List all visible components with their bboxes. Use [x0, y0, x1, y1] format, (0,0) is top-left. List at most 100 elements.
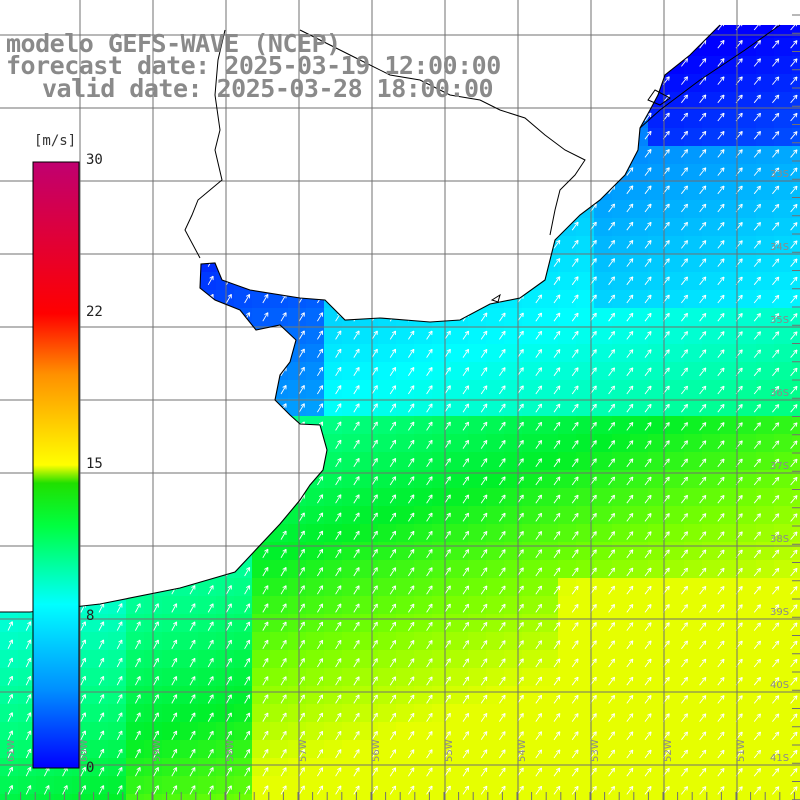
field-cell	[576, 344, 595, 363]
field-cell	[756, 434, 775, 453]
field-cell	[756, 560, 775, 579]
field-cell	[774, 758, 793, 777]
wind-arrow	[717, 149, 725, 158]
field-cell	[558, 506, 577, 525]
wind-arrow	[608, 385, 616, 395]
field-cell	[522, 686, 541, 705]
field-cell	[702, 380, 721, 399]
wind-arrow	[717, 367, 725, 377]
field-cell	[594, 758, 613, 777]
field-cell	[486, 794, 505, 800]
wind-arrow	[317, 403, 324, 413]
field-cell	[738, 668, 757, 687]
field-cell	[414, 452, 433, 471]
wind-arrow	[426, 421, 433, 431]
field-cell	[648, 290, 667, 309]
wind-arrow	[772, 331, 780, 340]
wind-arrow	[753, 258, 761, 267]
field-cell	[630, 470, 649, 489]
field-cell	[468, 668, 487, 687]
wind-arrow	[499, 330, 506, 340]
field-cell	[378, 398, 397, 417]
wind-arrow	[317, 348, 324, 358]
field-cell	[612, 758, 631, 777]
field-cell	[468, 560, 487, 579]
field-cell	[306, 362, 325, 381]
wind-arrow	[699, 294, 707, 304]
wind-arrow	[790, 367, 798, 377]
field-cell	[630, 452, 649, 471]
field-cell	[648, 596, 667, 615]
field-cell	[648, 164, 667, 183]
field-cell	[540, 362, 559, 381]
field-cell	[198, 650, 217, 669]
field-cell	[0, 740, 19, 759]
field-cell	[648, 524, 667, 543]
wind-arrow	[480, 330, 488, 340]
field-cell	[432, 398, 451, 417]
field-cell	[396, 668, 415, 687]
field-cell	[90, 758, 109, 777]
field-cell	[702, 686, 721, 705]
field-cell	[108, 704, 127, 723]
field-cell	[720, 254, 739, 273]
field-cell	[702, 344, 721, 363]
wind-arrow	[772, 40, 780, 49]
wind-arrow	[644, 403, 652, 413]
field-cell	[432, 416, 451, 435]
wind-arrow	[553, 276, 561, 286]
field-cell	[756, 74, 775, 93]
wind-arrow	[499, 312, 506, 322]
field-cell	[666, 290, 685, 309]
field-cell	[702, 92, 721, 111]
field-cell	[576, 326, 595, 345]
field-cell	[126, 614, 145, 633]
wind-arrow	[699, 312, 707, 322]
field-cell	[684, 542, 703, 561]
field-cell	[468, 632, 487, 651]
field-cell	[720, 650, 739, 669]
wind-arrow	[717, 385, 725, 395]
field-cell	[792, 416, 800, 435]
field-cell	[720, 524, 739, 543]
field-cell	[630, 506, 649, 525]
field-cell	[342, 380, 361, 399]
field-cell	[324, 596, 343, 615]
field-cell	[630, 218, 649, 237]
wind-arrow	[280, 312, 287, 322]
lat-label: 39S	[770, 607, 789, 618]
wind-arrow	[207, 275, 214, 286]
field-cell	[648, 344, 667, 363]
field-cell	[594, 254, 613, 273]
wind-arrow	[772, 294, 780, 304]
field-cell	[216, 686, 235, 705]
field-cell	[612, 200, 631, 219]
field-cell	[450, 488, 469, 507]
field-cell	[594, 794, 613, 800]
field-cell	[738, 146, 757, 165]
field-cell	[468, 740, 487, 759]
field-cell	[450, 344, 469, 363]
field-cell	[666, 524, 685, 543]
field-cell	[108, 776, 127, 795]
field-cell	[756, 452, 775, 471]
field-cell	[558, 272, 577, 291]
field-cell	[594, 650, 613, 669]
wind-arrow	[644, 167, 652, 176]
field-cell	[252, 704, 271, 723]
wind-arrow	[535, 367, 543, 377]
field-cell	[396, 416, 415, 435]
field-cell	[648, 110, 667, 129]
field-cell	[774, 668, 793, 687]
field-cell	[756, 578, 775, 597]
field-cell	[522, 578, 541, 597]
field-cell	[450, 704, 469, 723]
field-cell	[720, 326, 739, 345]
field-cell	[756, 290, 775, 309]
wind-arrow	[790, 185, 798, 195]
field-cell	[612, 398, 631, 417]
wind-arrow	[608, 276, 616, 286]
field-cell	[594, 434, 613, 453]
field-cell	[792, 686, 800, 705]
field-cell	[756, 524, 775, 543]
